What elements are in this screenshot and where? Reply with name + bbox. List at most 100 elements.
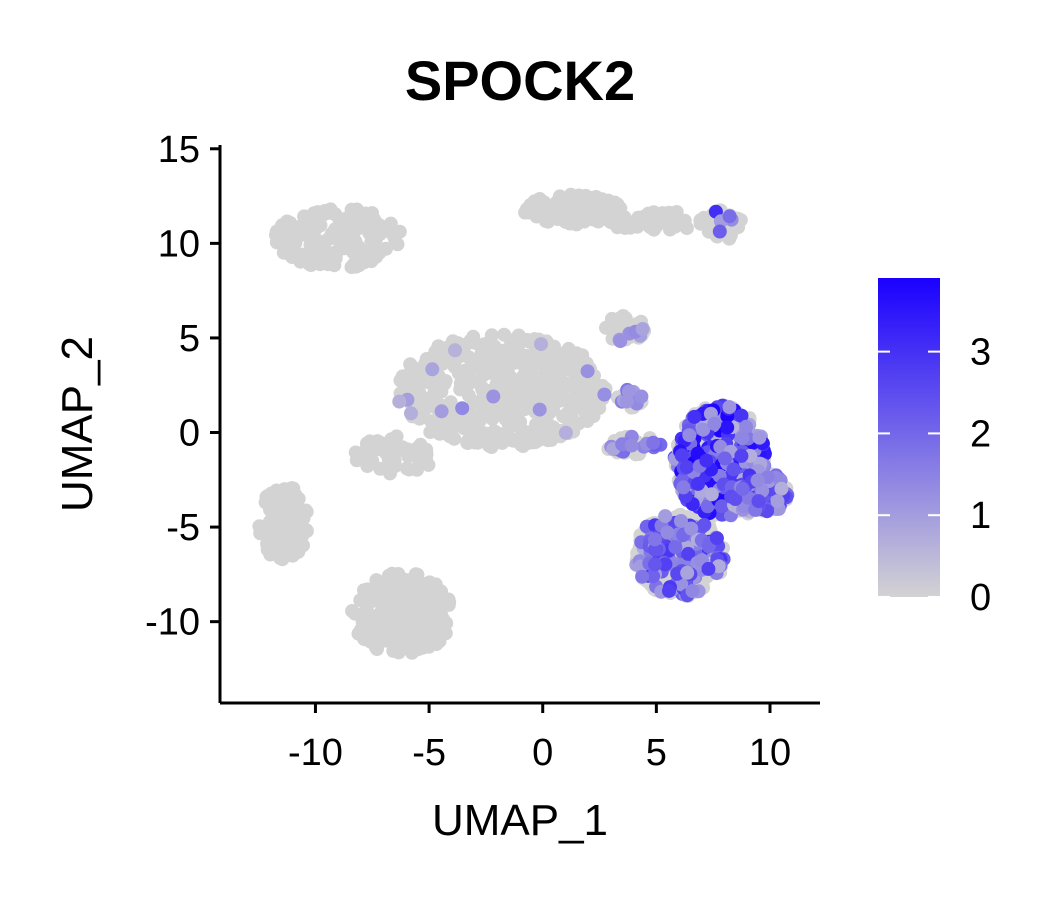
- cell-point: [734, 408, 749, 423]
- cell-points: [252, 187, 795, 660]
- cell-point: [458, 337, 473, 352]
- cell-point: [365, 206, 379, 221]
- cell-point: [726, 462, 741, 477]
- cell-point: [597, 387, 612, 402]
- cell-point: [296, 507, 311, 522]
- cell-point: [697, 518, 712, 532]
- cell-point: [519, 425, 534, 440]
- cell-point: [260, 541, 275, 556]
- x-tick-label: 0: [532, 732, 553, 774]
- cell-point: [687, 409, 702, 424]
- cell-point: [353, 593, 368, 608]
- cell-point: [472, 353, 487, 368]
- cell-point: [561, 348, 576, 363]
- cell-point: [324, 226, 339, 241]
- cell-point: [412, 385, 427, 400]
- cell-point: [567, 391, 582, 406]
- cell-point: [658, 509, 673, 524]
- cell-point: [428, 344, 443, 359]
- cell-point: [434, 404, 449, 419]
- cell-point: [504, 350, 519, 364]
- cell-point: [691, 476, 705, 491]
- cell-point: [434, 584, 449, 599]
- cell-point: [674, 577, 689, 592]
- legend-tick-label: 2: [970, 413, 991, 455]
- cell-point: [660, 525, 675, 540]
- cell-point: [365, 593, 380, 608]
- cell-point: [655, 207, 670, 221]
- axes: -10 -5 0 5 10 -10 -5 0 5 10 15: [145, 129, 820, 774]
- cell-point: [527, 194, 542, 209]
- y-tick-label: -5: [166, 507, 200, 549]
- cell-point: [459, 416, 474, 431]
- cell-point: [371, 580, 386, 595]
- cell-point: [312, 236, 327, 251]
- cell-point: [752, 430, 767, 445]
- cell-point: [373, 461, 388, 476]
- cell-point: [602, 210, 617, 225]
- cell-point: [299, 524, 314, 538]
- cell-point: [709, 531, 724, 546]
- cell-point: [392, 394, 407, 409]
- cell-point: [774, 481, 789, 496]
- cell-point: [580, 364, 595, 379]
- cell-point: [534, 337, 548, 352]
- cell-point: [399, 587, 414, 602]
- y-tick-label: 15: [158, 129, 200, 171]
- cell-point: [293, 227, 308, 242]
- cell-point: [531, 432, 546, 447]
- cell-point: [751, 494, 766, 509]
- cell-point: [370, 636, 385, 650]
- cell-point: [438, 616, 453, 631]
- cell-point: [301, 218, 316, 233]
- cell-point: [684, 521, 699, 536]
- cell-point: [486, 389, 501, 404]
- cell-point: [674, 448, 689, 463]
- color-bar: [878, 278, 940, 597]
- cell-point: [408, 609, 423, 624]
- cell-point: [546, 348, 561, 362]
- x-tick-label: 10: [749, 732, 791, 774]
- cell-point: [425, 362, 440, 377]
- cell-point: [476, 368, 491, 383]
- cell-point: [624, 438, 639, 453]
- cell-point: [578, 188, 593, 203]
- cell-point: [293, 254, 308, 269]
- cell-point: [658, 557, 673, 572]
- cell-point: [475, 397, 490, 412]
- cell-point: [455, 401, 470, 416]
- cell-point: [495, 380, 510, 395]
- cell-point: [269, 507, 284, 522]
- cell-point: [489, 400, 504, 415]
- cell-point: [558, 425, 573, 440]
- cell-point: [369, 249, 384, 264]
- cell-point: [469, 425, 484, 439]
- cell-point: [636, 211, 651, 226]
- cell-point: [681, 546, 696, 561]
- cell-point: [539, 419, 553, 434]
- cell-point: [707, 416, 722, 431]
- x-tick-label: 5: [646, 732, 667, 774]
- cell-point: [722, 209, 737, 224]
- cell-point: [421, 457, 436, 472]
- cell-point: [281, 512, 296, 527]
- cell-point: [488, 355, 503, 370]
- cell-point: [717, 451, 732, 466]
- cell-point: [676, 480, 691, 495]
- cell-point: [722, 400, 737, 415]
- cell-point: [750, 473, 765, 488]
- cell-point: [381, 439, 396, 453]
- cell-point: [739, 419, 754, 434]
- y-tick-label: 5: [179, 318, 200, 360]
- cell-point: [581, 388, 596, 403]
- cell-point: [348, 606, 363, 621]
- x-tick-label: -5: [412, 732, 446, 774]
- cell-point: [390, 579, 405, 594]
- cell-point: [404, 406, 418, 421]
- cell-point: [448, 343, 462, 358]
- cell-point: [680, 565, 695, 580]
- cell-point: [379, 241, 393, 256]
- cell-point: [549, 389, 564, 404]
- cell-point: [420, 602, 435, 617]
- cell-point: [696, 422, 711, 437]
